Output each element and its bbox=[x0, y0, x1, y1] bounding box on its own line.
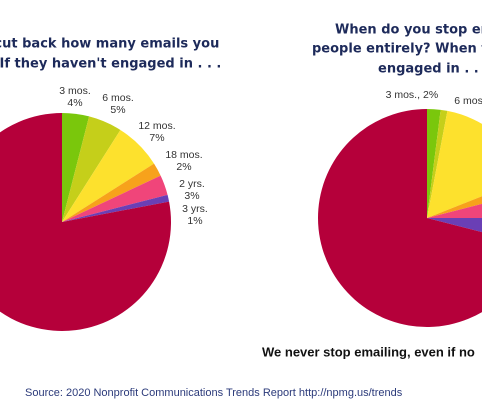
slice-label: 18 mos. bbox=[165, 149, 202, 161]
value-label: 1% bbox=[187, 215, 202, 227]
slice-label: 3 yrs. bbox=[182, 203, 208, 215]
chart-title: e? If they haven't engaged in . . . bbox=[0, 57, 221, 72]
chart-title: u cut back how many emails you bbox=[0, 37, 219, 52]
pie-slice bbox=[62, 113, 90, 222]
note: We never stop emailing, even if no bbox=[262, 344, 475, 359]
value-label: 5% bbox=[110, 104, 125, 116]
pie-slice bbox=[427, 218, 482, 233]
pie-slice bbox=[427, 203, 482, 218]
pie-slice bbox=[62, 175, 168, 222]
value-label: 3% bbox=[184, 190, 199, 202]
slice-label: 6 mos. bbox=[102, 92, 134, 104]
pie-slice bbox=[427, 110, 482, 218]
slice-label: 3 mos. bbox=[59, 85, 91, 97]
source: Source: 2020 Nonprofit Communications Tr… bbox=[25, 387, 403, 399]
chart-title: people entirely? When the bbox=[312, 42, 482, 57]
slice-label: 2 yrs. bbox=[179, 178, 205, 190]
pie-slice bbox=[318, 109, 482, 327]
pie-slice bbox=[0, 113, 171, 331]
pie-slice bbox=[62, 129, 155, 222]
value-label: 7% bbox=[149, 132, 164, 144]
pie-slice bbox=[62, 194, 170, 222]
slice-label: 3 mos., bbox=[386, 89, 420, 101]
value-label: 4% bbox=[67, 97, 82, 109]
value-label: 2% bbox=[176, 161, 191, 173]
chart-title: When do you stop ema bbox=[335, 23, 482, 38]
pie-slice bbox=[62, 116, 121, 222]
pie-slice bbox=[427, 109, 441, 218]
slice-label: 12 mos. bbox=[138, 120, 175, 132]
pie-slice bbox=[427, 109, 448, 218]
slice-label: 6 mos. bbox=[454, 95, 482, 107]
chart-title: engaged in . . . bbox=[378, 62, 482, 77]
value-label: 2% bbox=[423, 89, 438, 101]
pie-slice bbox=[62, 163, 161, 222]
